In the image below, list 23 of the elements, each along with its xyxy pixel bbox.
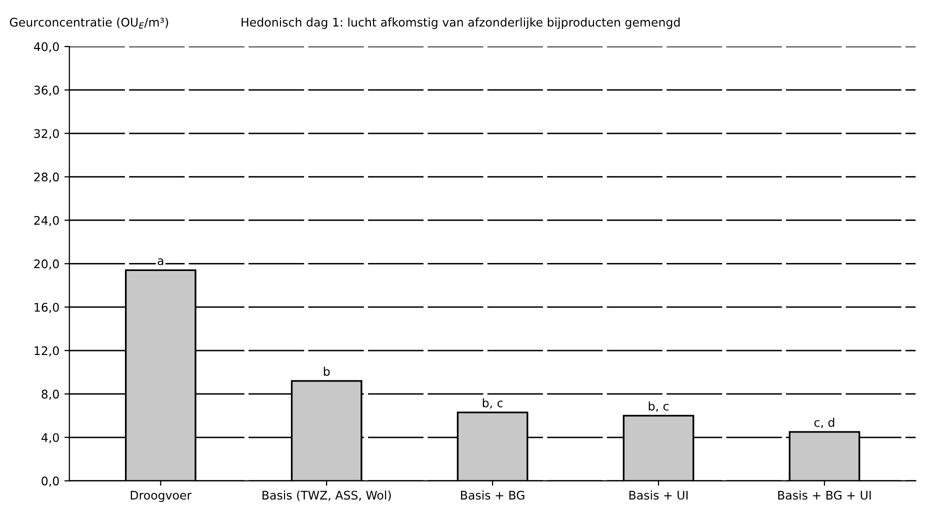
y-tick-label: 20,0	[34, 259, 59, 270]
annotation: b	[324, 366, 330, 376]
y-tick-label: 12,0	[34, 346, 59, 356]
y-tick-label: 28,0	[34, 172, 59, 183]
annotation: c, d	[814, 418, 834, 428]
y-tick-label: 36,0	[34, 86, 59, 96]
y-tick-label: 8,0	[42, 390, 59, 400]
y-tick-label: 24,0	[34, 216, 59, 226]
chart-title: Hedonisch dag 1: lucht afkomstig van afzonderlijke bijproducten gemengd	[242, 18, 680, 29]
y-tick-label: 4,0	[41, 433, 59, 444]
y-tick-label: 0,0	[42, 476, 59, 487]
annotation: b, c	[482, 398, 503, 409]
x-tick-label: Basis (TWZ, ASS, Wol)	[262, 490, 391, 502]
y-tick-label: 32,0	[34, 129, 59, 140]
y-axis-title: Geurconcentratie (OU$_{E}$/m³)	[10, 18, 168, 28]
x-tick-label: Droogvoer	[130, 490, 192, 502]
annotation: a	[158, 258, 164, 266]
y-tick-label: 40,0	[34, 42, 59, 52]
y-tick-label: 16,0	[34, 302, 59, 313]
annotation: b, c	[648, 401, 669, 412]
x-tick-label: Basis + UI	[629, 490, 688, 500]
x-tick-label: Basis + BG + UI	[778, 490, 871, 500]
x-tick-label: Basis + BG	[461, 490, 524, 500]
